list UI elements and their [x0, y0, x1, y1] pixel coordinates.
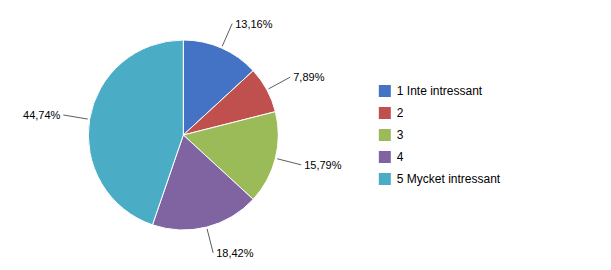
legend-item: 1 Inte intressant — [379, 84, 483, 98]
data-labels: 13,16% 7,89% 15,79% 18,42% 44,74% — [23, 17, 342, 258]
legend-item: 3 — [379, 128, 404, 142]
legend-item: 5 Mycket intressant — [379, 172, 501, 186]
data-label: 15,79% — [304, 159, 342, 171]
legend-swatch — [379, 129, 391, 141]
data-label: 18,42% — [216, 247, 254, 259]
pie-slice — [88, 40, 183, 225]
legend-label: 4 — [397, 150, 404, 164]
chart: 13,16% 7,89% 15,79% 18,42% 44,74% 1 Inte intr… — [0, 0, 611, 270]
leader-line — [207, 229, 213, 253]
legend-label: 5 Mycket intressant — [397, 172, 501, 186]
legend-swatch — [379, 85, 391, 97]
legend-swatch — [379, 151, 391, 163]
legend-swatch — [379, 107, 391, 119]
leader-line — [63, 115, 87, 119]
legend-label: 1 Inte intressant — [397, 84, 483, 98]
data-label: 7,89% — [293, 71, 324, 83]
data-label: 13,16% — [235, 17, 273, 29]
leader-line — [269, 77, 291, 89]
legend-swatch — [379, 173, 391, 185]
legend-item: 2 — [379, 106, 404, 120]
leader-line — [222, 24, 232, 47]
leader-line — [277, 159, 301, 165]
legend: 1 Inte intressant 2 3 4 5 Mycket intressant — [379, 84, 501, 186]
legend-item: 4 — [379, 150, 404, 164]
pie — [88, 40, 278, 230]
legend-label: 2 — [397, 106, 404, 120]
legend-label: 3 — [397, 128, 404, 142]
data-label: 44,74% — [23, 109, 61, 121]
